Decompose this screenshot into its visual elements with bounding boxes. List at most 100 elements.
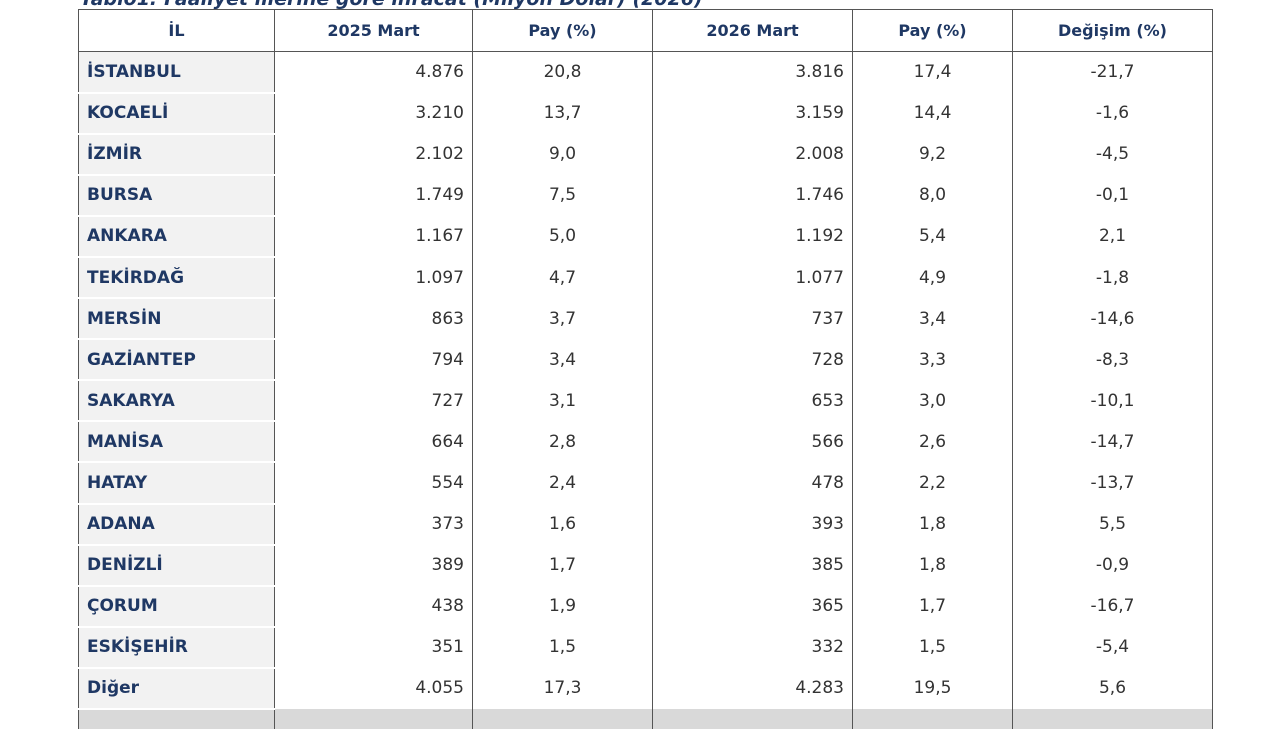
value-cell: 1.077 bbox=[653, 257, 853, 298]
total-cell bbox=[1013, 709, 1213, 729]
value-cell: 332 bbox=[653, 627, 853, 668]
value-cell: 13,7 bbox=[473, 93, 653, 134]
value-cell: 5,5 bbox=[1013, 504, 1213, 545]
header-cell: 2026 Mart bbox=[653, 10, 853, 52]
value-cell: 3.210 bbox=[275, 93, 473, 134]
value-cell: 2.102 bbox=[275, 134, 473, 175]
province-cell: İSTANBUL bbox=[79, 52, 275, 93]
value-cell: 3.816 bbox=[653, 52, 853, 93]
value-cell: 14,4 bbox=[853, 93, 1013, 134]
value-cell: 3,4 bbox=[853, 298, 1013, 339]
value-cell: -14,6 bbox=[1013, 298, 1213, 339]
total-cell bbox=[473, 709, 653, 729]
value-cell: 438 bbox=[275, 586, 473, 627]
total-cell bbox=[853, 709, 1013, 729]
value-cell: -21,7 bbox=[1013, 52, 1213, 93]
value-cell: 664 bbox=[275, 421, 473, 462]
province-cell: İZMİR bbox=[79, 134, 275, 175]
value-cell: 2,1 bbox=[1013, 216, 1213, 257]
value-cell: 566 bbox=[653, 421, 853, 462]
value-cell: 19,5 bbox=[853, 668, 1013, 709]
value-cell: 3,1 bbox=[473, 380, 653, 421]
value-cell: -5,4 bbox=[1013, 627, 1213, 668]
province-cell: HATAY bbox=[79, 462, 275, 503]
value-cell: -8,3 bbox=[1013, 339, 1213, 380]
province-cell: Diğer bbox=[79, 668, 275, 709]
province-cell: SAKARYA bbox=[79, 380, 275, 421]
header-cell: 2025 Mart bbox=[275, 10, 473, 52]
value-cell: 3,0 bbox=[853, 380, 1013, 421]
value-cell: 1,9 bbox=[473, 586, 653, 627]
value-cell: 3,7 bbox=[473, 298, 653, 339]
value-cell: 389 bbox=[275, 545, 473, 586]
value-cell: 1.192 bbox=[653, 216, 853, 257]
value-cell: 351 bbox=[275, 627, 473, 668]
value-cell: 2,6 bbox=[853, 421, 1013, 462]
value-cell: 4.283 bbox=[653, 668, 853, 709]
value-cell: 3,4 bbox=[473, 339, 653, 380]
value-cell: -14,7 bbox=[1013, 421, 1213, 462]
value-cell: 1.746 bbox=[653, 175, 853, 216]
value-cell: 17,3 bbox=[473, 668, 653, 709]
value-cell: 4.055 bbox=[275, 668, 473, 709]
province-cell: KOCAELİ bbox=[79, 93, 275, 134]
value-cell: -10,1 bbox=[1013, 380, 1213, 421]
value-cell: 7,5 bbox=[473, 175, 653, 216]
value-cell: 9,2 bbox=[853, 134, 1013, 175]
value-cell: 1,7 bbox=[473, 545, 653, 586]
header-cell: Pay (%) bbox=[473, 10, 653, 52]
value-cell: -16,7 bbox=[1013, 586, 1213, 627]
value-cell: 727 bbox=[275, 380, 473, 421]
province-cell: BURSA bbox=[79, 175, 275, 216]
value-cell: -13,7 bbox=[1013, 462, 1213, 503]
value-cell: 365 bbox=[653, 586, 853, 627]
value-cell: 554 bbox=[275, 462, 473, 503]
value-cell: 3,3 bbox=[853, 339, 1013, 380]
value-cell: 1,5 bbox=[473, 627, 653, 668]
value-cell: 1.749 bbox=[275, 175, 473, 216]
header-cell: Pay (%) bbox=[853, 10, 1013, 52]
value-cell: 17,4 bbox=[853, 52, 1013, 93]
value-cell: -1,8 bbox=[1013, 257, 1213, 298]
value-cell: -0,9 bbox=[1013, 545, 1213, 586]
value-cell: 794 bbox=[275, 339, 473, 380]
value-cell: 5,6 bbox=[1013, 668, 1213, 709]
value-cell: 737 bbox=[653, 298, 853, 339]
total-cell bbox=[275, 709, 473, 729]
value-cell: 4.876 bbox=[275, 52, 473, 93]
value-cell: -1,6 bbox=[1013, 93, 1213, 134]
value-cell: 728 bbox=[653, 339, 853, 380]
province-cell: ÇORUM bbox=[79, 586, 275, 627]
value-cell: 1.097 bbox=[275, 257, 473, 298]
value-cell: 2,4 bbox=[473, 462, 653, 503]
value-cell: 385 bbox=[653, 545, 853, 586]
value-cell: -0,1 bbox=[1013, 175, 1213, 216]
value-cell: 1,8 bbox=[853, 504, 1013, 545]
value-cell: 20,8 bbox=[473, 52, 653, 93]
value-cell: 4,9 bbox=[853, 257, 1013, 298]
total-row bbox=[79, 709, 1213, 729]
province-cell: ANKARA bbox=[79, 216, 275, 257]
value-cell: 653 bbox=[653, 380, 853, 421]
value-cell: 393 bbox=[653, 504, 853, 545]
header-cell: İL bbox=[79, 10, 275, 52]
province-cell: TEKİRDAĞ bbox=[79, 257, 275, 298]
value-cell: 1,8 bbox=[853, 545, 1013, 586]
